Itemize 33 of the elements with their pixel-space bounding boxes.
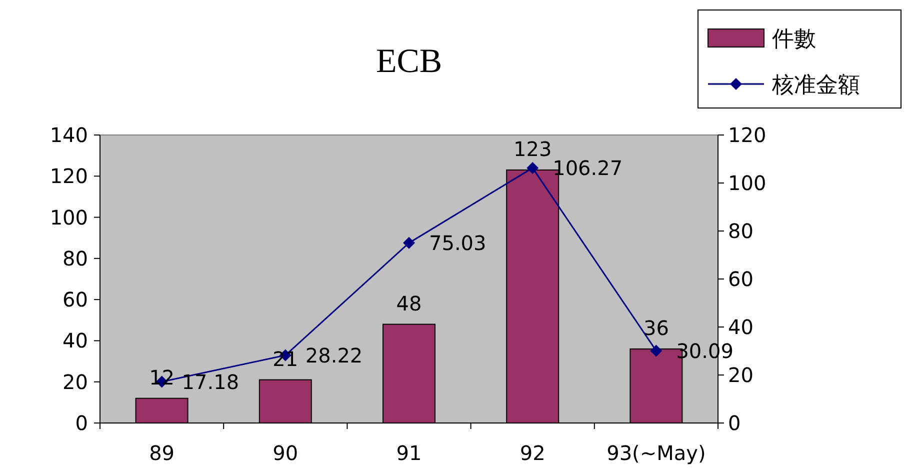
y-tick-label: 80 <box>62 246 88 270</box>
y-tick-label: 60 <box>62 288 88 312</box>
x-tick-label: 92 <box>520 441 546 465</box>
point <box>403 236 415 249</box>
legend-label: 件數 <box>772 27 816 52</box>
point <box>650 344 662 357</box>
y-tick-label: 20 <box>62 370 88 394</box>
y2-tick-label: 60 <box>728 267 754 291</box>
y-tick-label: 120 <box>50 164 88 188</box>
data-label: 75.03 <box>429 230 486 255</box>
x-tick-label: 93(~May) <box>606 441 706 465</box>
x-tick-label: 90 <box>272 441 298 465</box>
y-tick-label: 140 <box>50 123 88 147</box>
legend-label: 核准金額 <box>771 73 860 98</box>
y2-tick-label: 100 <box>728 171 766 195</box>
y2-tick-label: 80 <box>728 219 754 243</box>
point <box>526 162 539 174</box>
chart-title: ECB <box>376 43 442 80</box>
data-label: 17.18 <box>182 370 240 394</box>
data-label: 123 <box>514 136 552 161</box>
y2-tick-label: 120 <box>728 123 766 147</box>
data-label: 48 <box>396 291 422 316</box>
x-tick-label: 89 <box>149 441 175 465</box>
y2-tick-label: 20 <box>728 363 754 387</box>
y-tick-label: 100 <box>50 205 88 230</box>
y2-tick-label: 40 <box>728 315 754 339</box>
data-label: 28.22 <box>305 343 363 368</box>
data-label: 106.27 <box>552 156 623 180</box>
data-label: 36 <box>643 316 669 340</box>
y-tick-label: 40 <box>62 328 88 353</box>
y2-tick-label: 0 <box>728 411 741 435</box>
y-tick-label: 0 <box>75 411 88 435</box>
x-tick-label: 91 <box>396 441 422 465</box>
